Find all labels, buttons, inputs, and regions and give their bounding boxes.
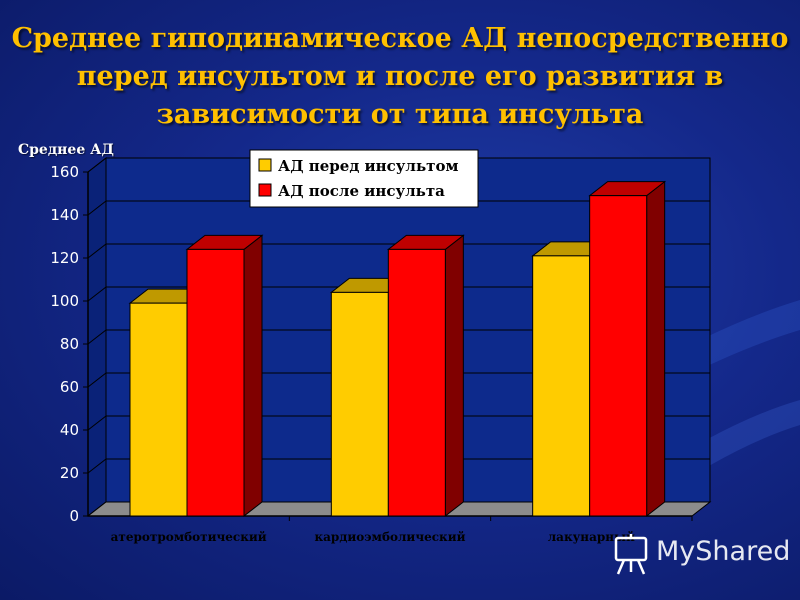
gridline-diagonal — [87, 286, 107, 302]
gridline-diagonal — [87, 458, 107, 474]
y-tick-label: 20 — [60, 464, 79, 482]
bar — [589, 195, 648, 517]
watermark-text: MyShared — [656, 536, 791, 567]
y-tick-label: 100 — [50, 292, 79, 310]
legend-swatch — [258, 158, 272, 172]
gridline-diagonal — [87, 372, 107, 388]
watermark: MyShared — [612, 532, 790, 576]
x-tick-label: лакунарный — [548, 530, 635, 544]
y-tick-label: 140 — [50, 206, 79, 224]
y-tick-label: 80 — [60, 335, 79, 353]
presentation-board-icon — [614, 534, 648, 575]
y-tick-label: 0 — [69, 507, 79, 525]
legend — [249, 149, 479, 208]
gridline-diagonal — [87, 157, 107, 173]
bar-side — [444, 234, 464, 518]
bar — [129, 302, 188, 517]
slide-title-line: перед инсультом и после его развития в — [76, 61, 724, 92]
gridline-diagonal — [87, 200, 107, 216]
legend-label: АД перед инсультом — [278, 157, 458, 175]
bar — [387, 248, 446, 517]
x-tick-label: атеротромботический — [111, 530, 267, 544]
y-tick-label: 60 — [60, 378, 79, 396]
legend-swatch — [258, 183, 272, 197]
y-axis-title: Среднее АД — [18, 142, 114, 158]
slide-title: Среднее гиподинамическое АД непосредстве… — [0, 20, 800, 134]
x-tick-label: кардиоэмболический — [314, 530, 465, 544]
slide-title-line: зависимости от типа инсульта — [156, 99, 644, 130]
bar — [330, 291, 389, 517]
gridline-diagonal — [87, 329, 107, 345]
bar — [186, 248, 245, 517]
legend-label: АД после инсульта — [278, 182, 445, 200]
y-tick-label: 40 — [60, 421, 79, 439]
y-tick-label: 160 — [50, 163, 79, 181]
gridline-diagonal — [87, 243, 107, 259]
slide-title-line: Среднее гиподинамическое АД непосредстве… — [11, 23, 789, 54]
bar-side — [243, 234, 263, 518]
y-tick-label: 120 — [50, 249, 79, 267]
bar-side — [646, 180, 666, 518]
gridline-diagonal — [87, 415, 107, 431]
bar — [532, 255, 591, 517]
